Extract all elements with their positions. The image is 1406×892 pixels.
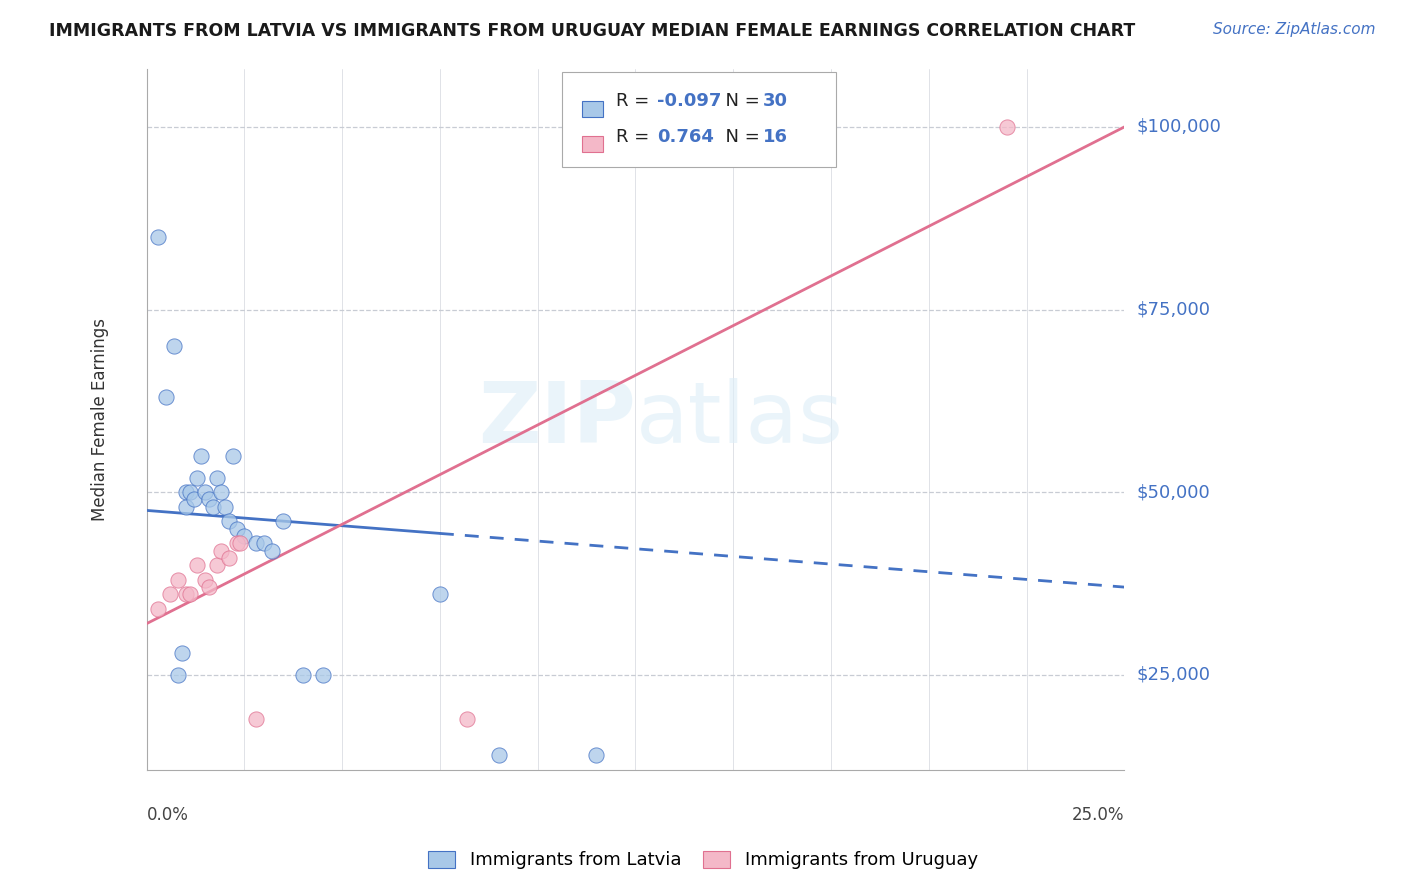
Point: [148, 602, 170, 616]
Point: [488, 748, 510, 763]
Point: [209, 485, 232, 500]
Point: [225, 536, 247, 550]
Text: R =: R =: [616, 93, 655, 111]
Point: [205, 470, 228, 484]
Point: [183, 492, 205, 507]
Point: [245, 712, 267, 726]
Point: [179, 587, 201, 601]
Point: [245, 536, 267, 550]
Point: [995, 120, 1018, 134]
Text: $75,000: $75,000: [1136, 301, 1211, 318]
Text: 25.0%: 25.0%: [1071, 806, 1125, 824]
Point: [221, 449, 243, 463]
FancyBboxPatch shape: [582, 101, 603, 117]
Point: [167, 667, 190, 681]
Point: [273, 514, 295, 528]
Point: [179, 485, 201, 500]
Text: Median Female Earnings: Median Female Earnings: [90, 318, 108, 521]
Text: $50,000: $50,000: [1136, 483, 1209, 501]
Point: [205, 558, 228, 573]
Point: [456, 712, 478, 726]
Text: Source: ZipAtlas.com: Source: ZipAtlas.com: [1212, 22, 1375, 37]
Point: [225, 522, 247, 536]
Text: ZIP: ZIP: [478, 377, 636, 460]
Point: [202, 500, 225, 514]
Point: [148, 229, 170, 244]
Point: [167, 573, 190, 587]
Point: [174, 485, 197, 500]
Point: [218, 550, 240, 565]
Point: [163, 339, 186, 353]
Point: [186, 470, 208, 484]
Point: [260, 543, 283, 558]
Point: [292, 667, 315, 681]
Point: [209, 543, 232, 558]
FancyBboxPatch shape: [562, 72, 837, 167]
Point: [229, 536, 252, 550]
Point: [198, 492, 221, 507]
Text: $100,000: $100,000: [1136, 118, 1220, 136]
Point: [585, 748, 607, 763]
Point: [174, 500, 197, 514]
Point: [253, 536, 276, 550]
Text: 0.0%: 0.0%: [146, 806, 188, 824]
Point: [214, 500, 236, 514]
Point: [233, 529, 256, 543]
FancyBboxPatch shape: [582, 136, 603, 152]
Point: [155, 390, 177, 404]
Point: [170, 646, 193, 660]
Point: [186, 558, 208, 573]
Point: [429, 587, 451, 601]
Point: [194, 573, 217, 587]
Text: 0.764: 0.764: [657, 128, 714, 145]
Text: $25,000: $25,000: [1136, 665, 1211, 684]
Point: [159, 587, 181, 601]
Point: [198, 580, 221, 594]
Point: [174, 587, 197, 601]
Text: 30: 30: [762, 93, 787, 111]
Text: R =: R =: [616, 128, 655, 145]
Text: 16: 16: [762, 128, 787, 145]
Point: [218, 514, 240, 528]
Text: N =: N =: [714, 128, 765, 145]
Point: [194, 485, 217, 500]
Text: IMMIGRANTS FROM LATVIA VS IMMIGRANTS FROM URUGUAY MEDIAN FEMALE EARNINGS CORRELA: IMMIGRANTS FROM LATVIA VS IMMIGRANTS FRO…: [49, 22, 1136, 40]
Point: [190, 449, 212, 463]
Legend: Immigrants from Latvia, Immigrants from Uruguay: Immigrants from Latvia, Immigrants from …: [419, 842, 987, 879]
Text: atlas: atlas: [636, 377, 844, 460]
Text: -0.097: -0.097: [657, 93, 721, 111]
Point: [311, 667, 333, 681]
Text: N =: N =: [714, 93, 765, 111]
